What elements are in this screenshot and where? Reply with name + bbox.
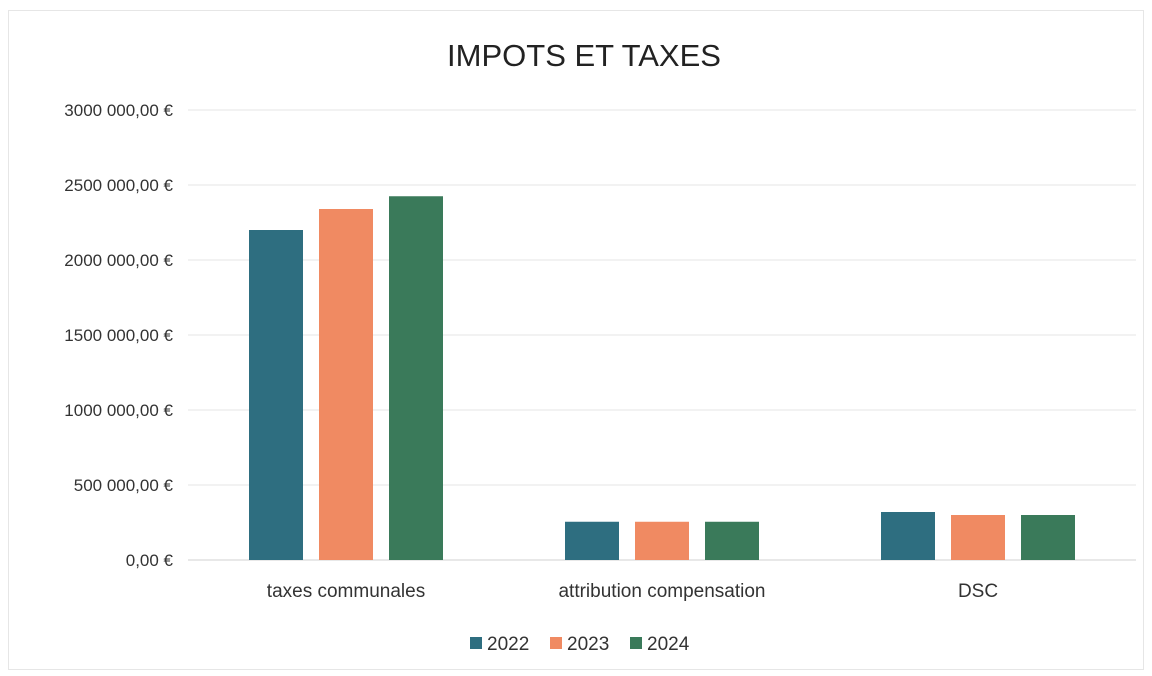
y-tick-label: 2000 000,00 € — [64, 251, 173, 270]
x-axis: taxes communales attribution compensation… — [267, 581, 998, 602]
category-label: attribution compensation — [558, 581, 765, 602]
legend-label: 2024 — [647, 634, 690, 655]
bar-2024-2 — [1021, 515, 1075, 560]
bar-2022-1 — [565, 521, 619, 560]
bar-2023-2 — [951, 515, 1005, 560]
legend-label: 2023 — [567, 634, 609, 655]
y-axis: 0,00 € 500 000,00 € 1000 000,00 € 1500 000,… — [64, 101, 173, 570]
bar-2022-2 — [881, 512, 935, 560]
y-tick-label: 1000 000,00 € — [64, 401, 173, 420]
bar-2023-0 — [319, 209, 373, 560]
category-label: DSC — [958, 581, 998, 602]
legend-swatch — [470, 637, 482, 649]
y-tick-label: 1500 000,00 € — [64, 326, 173, 345]
legend-item-2024: 2024 — [630, 634, 690, 655]
bars — [249, 196, 1075, 560]
legend-swatch — [630, 637, 642, 649]
y-tick-label: 3000 000,00 € — [64, 101, 173, 120]
chart-title: IMPOTS ET TAXES — [447, 38, 721, 73]
bar-2023-1 — [635, 521, 689, 560]
legend: 2022 2023 2024 — [470, 634, 690, 655]
y-tick-label: 2500 000,00 € — [64, 176, 173, 195]
legend-item-2022: 2022 — [470, 634, 529, 655]
bar-2024-0 — [389, 196, 443, 560]
legend-item-2023: 2023 — [550, 634, 609, 655]
legend-swatch — [550, 637, 562, 649]
bar-2022-0 — [249, 230, 303, 560]
category-label: taxes communales — [267, 581, 425, 602]
y-tick-label: 0,00 € — [126, 551, 174, 570]
legend-label: 2022 — [487, 634, 529, 655]
bar-2024-1 — [705, 521, 759, 560]
y-tick-label: 500 000,00 € — [74, 476, 174, 495]
